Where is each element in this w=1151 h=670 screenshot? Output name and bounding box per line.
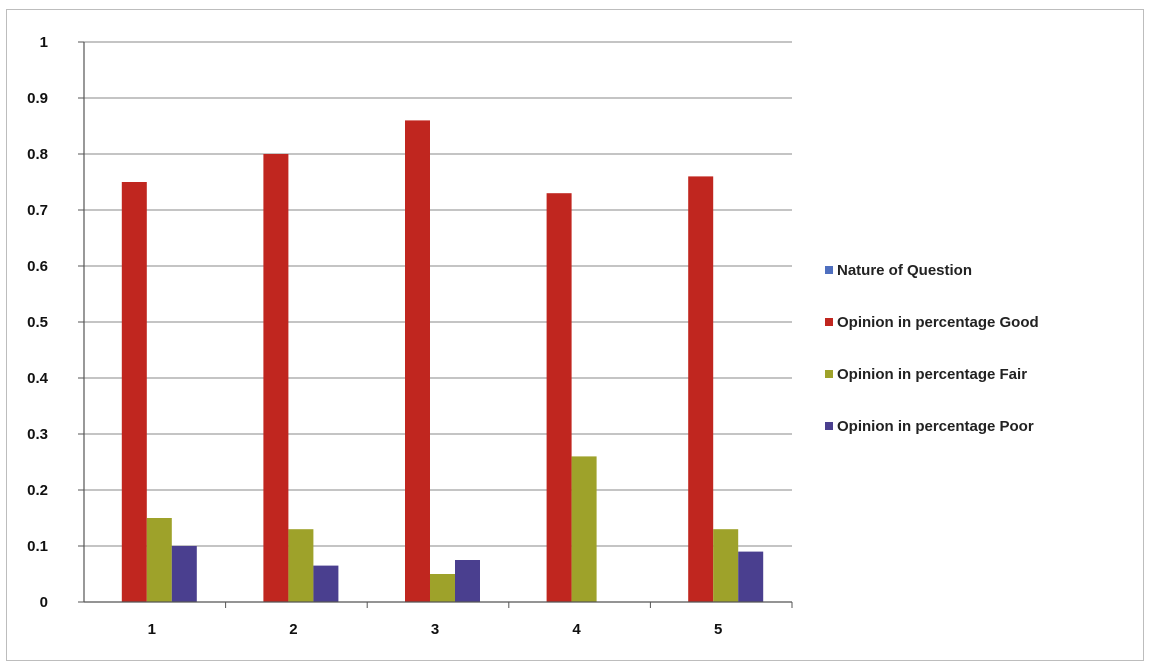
legend-swatch xyxy=(825,318,833,326)
chart-svg: 0 0.1 0.2 0.3 0.4 0.5 0.6 0.7 0.8 0.9 1 1 2 3 4 5 Natur… xyxy=(27,34,1039,638)
bar-4-5 xyxy=(738,551,764,602)
bar-3-1 xyxy=(146,518,172,602)
bar-3-5 xyxy=(713,529,739,602)
legend-item-label: Opinion in percentage Poor xyxy=(837,418,1034,435)
bar-2-1 xyxy=(121,182,147,602)
y-tick-label: 0.2 xyxy=(27,482,48,499)
legend: Nature of Question Opinion in percentage … xyxy=(825,262,1039,435)
y-tick-label: 0.9 xyxy=(27,90,48,107)
bar-3-4 xyxy=(571,456,597,602)
bar-4-1 xyxy=(171,546,197,602)
axes: 0 0.1 0.2 0.3 0.4 0.5 0.6 0.7 0.8 0.9 1 1 2 3 4 5 xyxy=(27,34,793,638)
bar-2-3 xyxy=(405,120,430,603)
bar-3-2 xyxy=(288,529,314,602)
y-tick-label: 0.6 xyxy=(27,258,48,275)
legend-swatch xyxy=(825,370,833,378)
chart-frame: 0 0.1 0.2 0.3 0.4 0.5 0.6 0.7 0.8 0.9 1 1 2 3 4 5 Natur… xyxy=(6,9,1144,661)
y-tick-label: 0.8 xyxy=(27,146,48,163)
y-tick-label: 0.3 xyxy=(27,426,48,443)
bar-2-4 xyxy=(546,193,572,602)
legend-swatch xyxy=(825,422,833,430)
x-tick-label: 4 xyxy=(572,621,581,638)
bar-4-3 xyxy=(455,560,480,602)
y-tick-label: 0.7 xyxy=(27,202,48,219)
bar-4-2 xyxy=(313,565,339,602)
x-tick-label: 2 xyxy=(289,621,297,638)
y-tick-label: 0 xyxy=(40,594,48,611)
bars xyxy=(121,120,764,603)
x-tick-label: 3 xyxy=(431,621,439,638)
grid-lines xyxy=(84,41,792,547)
legend-item-label: Opinion in percentage Fair xyxy=(837,366,1027,383)
x-tick-label: 1 xyxy=(148,621,156,638)
y-tick-label: 0.5 xyxy=(27,314,48,331)
x-tick-label: 5 xyxy=(714,621,722,638)
y-tick-label: 0.4 xyxy=(27,370,49,387)
legend-item-label: Opinion in percentage Good xyxy=(837,314,1039,331)
bar-2-2 xyxy=(263,154,289,602)
y-tick-label: 0.1 xyxy=(27,538,48,555)
legend-item-label: Nature of Question xyxy=(837,262,972,279)
y-tick-label: 1 xyxy=(40,34,48,51)
bar-2-5 xyxy=(688,176,714,602)
legend-swatch xyxy=(825,266,833,274)
bar-3-3 xyxy=(430,574,455,602)
